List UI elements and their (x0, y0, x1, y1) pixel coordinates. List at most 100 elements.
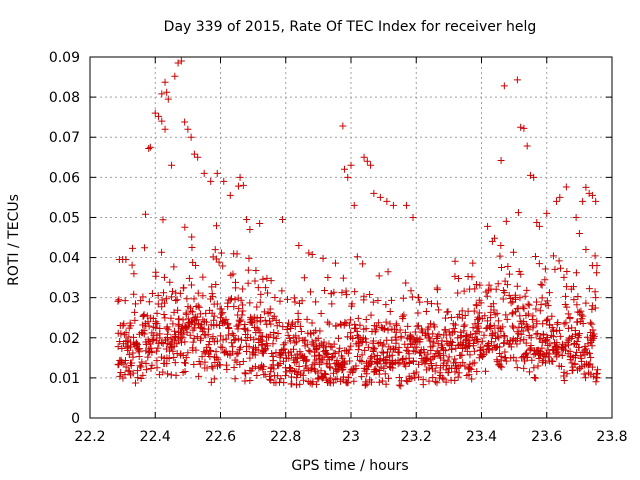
data-point (122, 329, 130, 337)
data-point (291, 298, 299, 306)
data-point (293, 358, 301, 366)
data-point (342, 287, 350, 295)
data-point (159, 216, 167, 224)
data-point (358, 351, 366, 359)
data-point (220, 177, 228, 185)
data-point (161, 314, 169, 322)
data-point (525, 368, 533, 376)
data-point (199, 273, 207, 281)
data-point (147, 364, 155, 372)
data-point (236, 317, 244, 325)
data-point (171, 327, 179, 335)
data-point (246, 225, 254, 233)
data-point (354, 353, 362, 361)
data-point (350, 377, 358, 385)
data-point (402, 279, 410, 287)
data-point (451, 377, 459, 385)
data-point (148, 336, 156, 344)
data-point (254, 284, 262, 292)
data-point (535, 260, 543, 268)
data-point (206, 347, 214, 355)
data-point (330, 288, 338, 296)
data-point (505, 291, 513, 299)
data-point (315, 351, 323, 359)
data-point (117, 330, 125, 338)
data-point (591, 252, 599, 260)
data-point (353, 327, 361, 335)
data-point (374, 297, 382, 305)
data-point (451, 368, 459, 376)
data-point (563, 303, 571, 311)
data-point (261, 346, 269, 354)
data-point (236, 345, 244, 353)
data-point (376, 355, 384, 363)
data-point (242, 337, 250, 345)
data-point (481, 367, 489, 375)
data-point (293, 374, 301, 382)
data-point (548, 312, 556, 320)
data-point (451, 257, 459, 265)
data-point (469, 340, 477, 348)
data-point (361, 346, 369, 354)
data-point (295, 334, 303, 342)
data-point (484, 222, 492, 230)
data-point (485, 281, 493, 289)
data-point (141, 244, 149, 252)
data-point (417, 349, 425, 357)
data-point (309, 378, 317, 386)
data-point (122, 338, 130, 346)
data-point (490, 322, 498, 330)
data-point (235, 321, 243, 329)
data-point (260, 363, 268, 371)
data-point (130, 270, 138, 278)
data-point (434, 340, 442, 348)
data-point (380, 364, 388, 372)
data-point (332, 322, 340, 330)
data-point (433, 335, 441, 343)
data-point (153, 320, 161, 328)
data-point (571, 360, 579, 368)
data-point (209, 364, 217, 372)
data-point (578, 363, 586, 371)
data-point (438, 337, 446, 345)
data-point (425, 323, 433, 331)
data-point (123, 337, 131, 345)
data-point (119, 322, 127, 330)
data-point (438, 374, 446, 382)
data-point (441, 314, 449, 322)
data-point (497, 352, 505, 360)
data-point (384, 326, 392, 334)
data-point (300, 337, 308, 345)
data-point (348, 300, 356, 308)
data-point (556, 193, 564, 201)
data-point (283, 323, 291, 331)
data-point (292, 338, 300, 346)
data-point (122, 363, 130, 371)
data-point (527, 341, 535, 349)
data-point (274, 372, 282, 380)
data-point (267, 320, 275, 328)
data-point (366, 291, 374, 299)
data-point (529, 322, 537, 330)
data-point (544, 353, 552, 361)
data-point (510, 353, 518, 361)
data-point (125, 351, 133, 359)
data-point (330, 340, 338, 348)
data-point (173, 340, 181, 348)
data-point (561, 292, 569, 300)
data-point (383, 348, 391, 356)
data-point (141, 210, 149, 218)
data-point (351, 288, 359, 296)
data-point (588, 342, 596, 350)
data-point (366, 354, 374, 362)
data-point (382, 318, 390, 326)
data-point (414, 322, 422, 330)
data-point (564, 324, 572, 332)
data-point (488, 237, 496, 245)
data-point (566, 347, 574, 355)
data-point (408, 374, 416, 382)
data-point (466, 360, 474, 368)
data-point (426, 335, 434, 343)
data-point (294, 315, 302, 323)
data-point (294, 355, 302, 363)
